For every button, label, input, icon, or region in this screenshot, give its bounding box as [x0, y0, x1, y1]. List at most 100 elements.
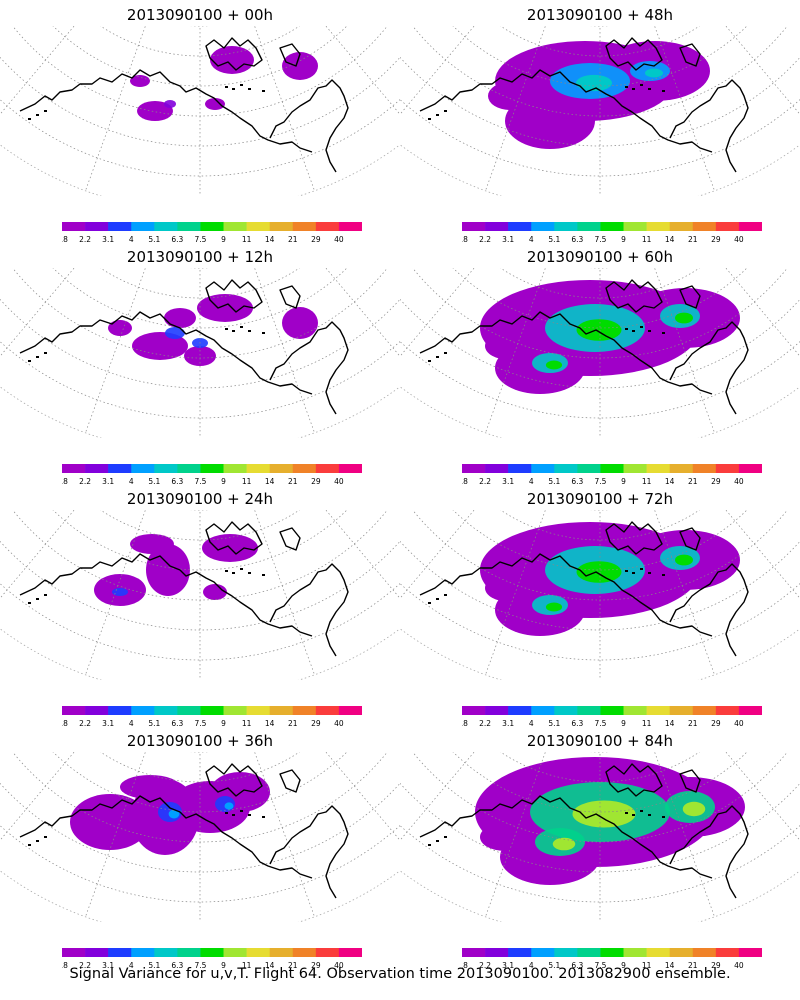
colorbar-label: 11 [642, 477, 652, 486]
colorbar-scale: 1.8 2.2 3.1 4 5.1 6.3 7.5 9 11 14 21 29 40 [456, 948, 763, 970]
colorbar-swatch [85, 222, 109, 231]
colorbar-label: 1.8 [462, 719, 468, 728]
variance-region [70, 794, 150, 850]
colorbar-label: 14 [665, 961, 675, 970]
colorbar-label: 11 [242, 235, 252, 244]
colorbar-swatch [200, 948, 224, 957]
polar-stereographic-map [400, 510, 800, 680]
colorbar-swatch [508, 706, 532, 715]
variance-region [205, 98, 225, 110]
map-boundary [0, 628, 400, 680]
colorbar-swatch [485, 464, 509, 473]
variance-region [184, 346, 216, 366]
colorbar-swatch [715, 948, 740, 957]
colorbar-label: 9 [621, 961, 626, 970]
variance-region [485, 332, 535, 360]
colorbar-swatch [531, 706, 555, 715]
variance-region [165, 327, 185, 339]
colorbar-label: 9 [621, 235, 626, 244]
colorbar-label: 1.8 [62, 961, 68, 970]
variance-region [108, 320, 132, 336]
colorbar-label: 5.1 [148, 719, 160, 728]
colorbar-swatch [223, 706, 247, 715]
colorbar-label: 3.1 [502, 235, 514, 244]
colorbar-swatch [577, 948, 601, 957]
colorbar-label: 1.8 [62, 235, 68, 244]
colorbar-swatch [600, 222, 624, 231]
colorbar-label: 29 [311, 961, 321, 970]
graticule [0, 752, 400, 922]
colorbar-label: 3.1 [502, 719, 514, 728]
forecast-panel: 2013090100 + 00h 1.8 2.2 3.1 4 5.1 6.3 7.5 9 11 14… [0, 0, 400, 245]
colorbar-swatch [269, 222, 294, 231]
colorbar-swatch [669, 464, 694, 473]
colorbar-swatch [246, 706, 270, 715]
variance-region [164, 100, 176, 108]
coastline [419, 763, 749, 899]
variance-core [675, 554, 693, 566]
colorbar-label: 29 [711, 477, 721, 486]
colorbar-swatch [62, 948, 86, 957]
colorbar-label: 40 [334, 235, 344, 244]
colorbar-swatch [485, 706, 509, 715]
panel-title: 2013090100 + 24h [126, 490, 274, 508]
colorbar-label: 4 [129, 477, 134, 486]
colorbar-swatch [462, 948, 486, 957]
colorbar-label: 9 [221, 235, 226, 244]
colorbar-swatch [246, 948, 270, 957]
variance-region [203, 584, 227, 600]
colorbar-label: 3.1 [102, 235, 114, 244]
colorbar-label: 40 [734, 235, 744, 244]
polar-stereographic-map [0, 268, 400, 438]
colorbar-label: 14 [665, 477, 675, 486]
colorbar-label: 11 [642, 961, 652, 970]
colorbar-swatch [315, 948, 340, 957]
colorbar-label: 1.8 [462, 961, 468, 970]
colorbar-label: 6.3 [571, 477, 583, 486]
panel-title: 2013090100 + 12h [126, 248, 274, 266]
colorbar-label: 5.1 [548, 719, 560, 728]
colorbar-swatch [200, 706, 224, 715]
colorbar-label: 40 [334, 477, 344, 486]
polar-stereographic-map [0, 752, 400, 922]
colorbar-label: 5.1 [148, 477, 160, 486]
colorbar-swatch [554, 948, 578, 957]
colorbar-label: 4 [529, 235, 534, 244]
colorbar: 1.8 2.2 3.1 4 5.1 6.3 7.5 9 11 14 21 29 40 [456, 948, 763, 976]
colorbar-swatch [669, 706, 694, 715]
colorbar-swatch [108, 948, 132, 957]
colorbar-label: 7.5 [194, 235, 206, 244]
forecast-panel: 2013090100 + 12h 1.8 2.2 3.1 4 5.1 6.3 7.5 9 11 14… [0, 242, 400, 487]
colorbar-label: 21 [288, 235, 298, 244]
colorbar-label: 14 [665, 719, 675, 728]
colorbar-swatch [177, 948, 201, 957]
variance-region [282, 307, 318, 339]
colorbar-swatch [223, 222, 247, 231]
coastline [419, 279, 749, 415]
polar-stereographic-map [400, 26, 800, 196]
colorbar-swatch [508, 948, 532, 957]
colorbar-swatch [108, 464, 132, 473]
colorbar-swatch [246, 464, 270, 473]
graticule [0, 268, 400, 438]
colorbar-swatch [715, 464, 740, 473]
colorbar-swatch [600, 948, 624, 957]
colorbar-swatch [62, 464, 86, 473]
colorbar-swatch [554, 706, 578, 715]
colorbar-swatch [577, 222, 601, 231]
colorbar-swatch [692, 948, 717, 957]
panel-title: 2013090100 + 60h [526, 248, 674, 266]
variance-region [137, 101, 173, 121]
colorbar-label: 11 [642, 719, 652, 728]
colorbar-label: 21 [688, 961, 698, 970]
colorbar-label: 21 [288, 961, 298, 970]
colorbar-swatch [200, 464, 224, 473]
polar-stereographic-map [0, 510, 400, 680]
colorbar-swatch [223, 464, 247, 473]
variance-region [480, 823, 530, 851]
colorbar-swatch [554, 222, 578, 231]
colorbar-label: 29 [711, 719, 721, 728]
colorbar-label: 14 [265, 235, 275, 244]
colorbar-swatch [554, 464, 578, 473]
colorbar-scale: 1.8 2.2 3.1 4 5.1 6.3 7.5 9 11 14 21 29 40 [56, 464, 363, 486]
